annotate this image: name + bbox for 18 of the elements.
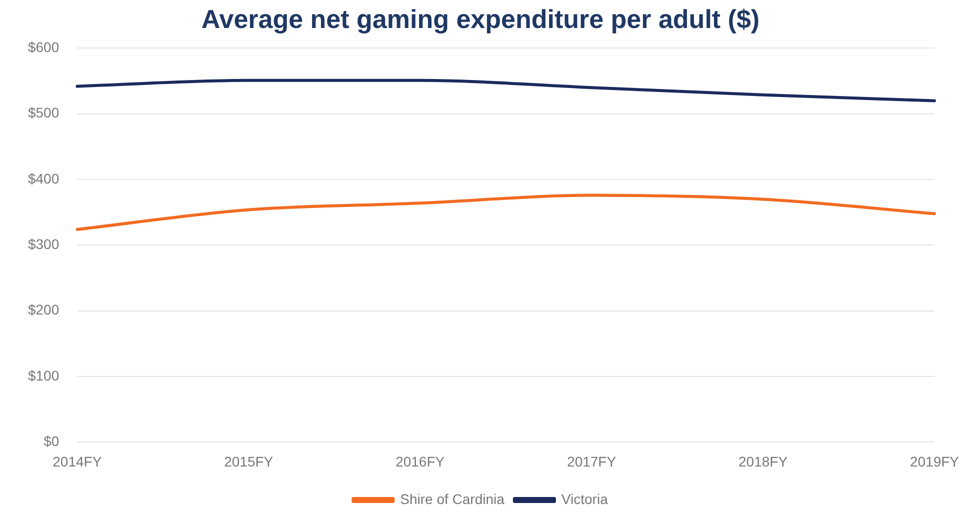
x-tick-label: 2016FY — [396, 453, 446, 470]
x-tick-label: 2018FY — [738, 453, 788, 470]
x-tick-label: 2017FY — [567, 453, 617, 470]
line-series — [76, 78, 936, 102]
line-series — [76, 194, 936, 231]
y-tick-label: $300 — [28, 236, 60, 252]
y-tick-label: $100 — [28, 367, 60, 384]
y-tick-label: $400 — [28, 170, 60, 186]
chart-title: Average net gaming expenditure per adult ($) — [201, 4, 760, 34]
y-tick-label: $600 — [28, 39, 60, 56]
x-tick-label: 2015FY — [224, 453, 274, 470]
y-tick-label: $500 — [28, 104, 60, 121]
y-tick-label: $200 — [28, 302, 60, 318]
x-tick-label: 2014FY — [52, 453, 102, 470]
y-tick-label: $0 — [44, 433, 60, 450]
legend-label: Victoria — [561, 490, 608, 507]
legend-label: Shire of Cardinia — [400, 490, 505, 507]
x-tick-label: 2019FY — [910, 453, 960, 470]
